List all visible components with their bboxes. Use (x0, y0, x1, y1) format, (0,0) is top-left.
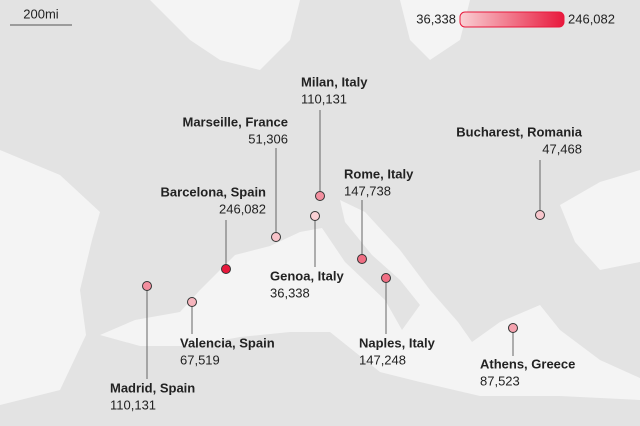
point-marker (357, 254, 367, 264)
point-marker (187, 297, 197, 307)
point-value: 246,082 (219, 201, 266, 216)
point-marker (315, 191, 325, 201)
point-name: Genoa, Italy (270, 268, 344, 283)
point-marker (271, 232, 281, 242)
point-marker (508, 323, 518, 333)
legend-min: 36,338 (416, 11, 456, 26)
point-value: 147,738 (344, 183, 391, 198)
point-name: Madrid, Spain (110, 380, 195, 395)
sea (0, 0, 640, 405)
point-value: 51,306 (248, 131, 288, 146)
point-name: Rome, Italy (344, 166, 414, 181)
point-name: Valencia, Spain (180, 335, 275, 350)
point-marker (142, 281, 152, 291)
point-name: Milan, Italy (301, 74, 368, 89)
point-name: Naples, Italy (359, 335, 436, 350)
legend-bar (459, 11, 565, 28)
legend-max: 246,082 (568, 11, 615, 26)
point-value: 47,468 (542, 141, 582, 156)
point-name: Bucharest, Romania (456, 124, 582, 139)
point-value: 36,338 (270, 285, 310, 300)
point-value: 110,131 (110, 397, 156, 412)
point-name: Barcelona, Spain (161, 184, 267, 199)
point-marker (310, 211, 320, 221)
scale-label: 200mi (23, 6, 59, 21)
point-marker (381, 273, 391, 283)
point-marker (221, 264, 231, 274)
point-name: Athens, Greece (480, 356, 575, 371)
point-marker (535, 210, 545, 220)
point-value: 110,131 (301, 91, 347, 106)
point-value: 87,523 (480, 373, 520, 388)
points: Milan, Italy 110,131 Marseille, France 51,3… (110, 74, 583, 412)
point-name: Marseille, France (183, 114, 289, 129)
point-value: 147,248 (359, 352, 406, 367)
point-value: 67,519 (180, 352, 220, 367)
